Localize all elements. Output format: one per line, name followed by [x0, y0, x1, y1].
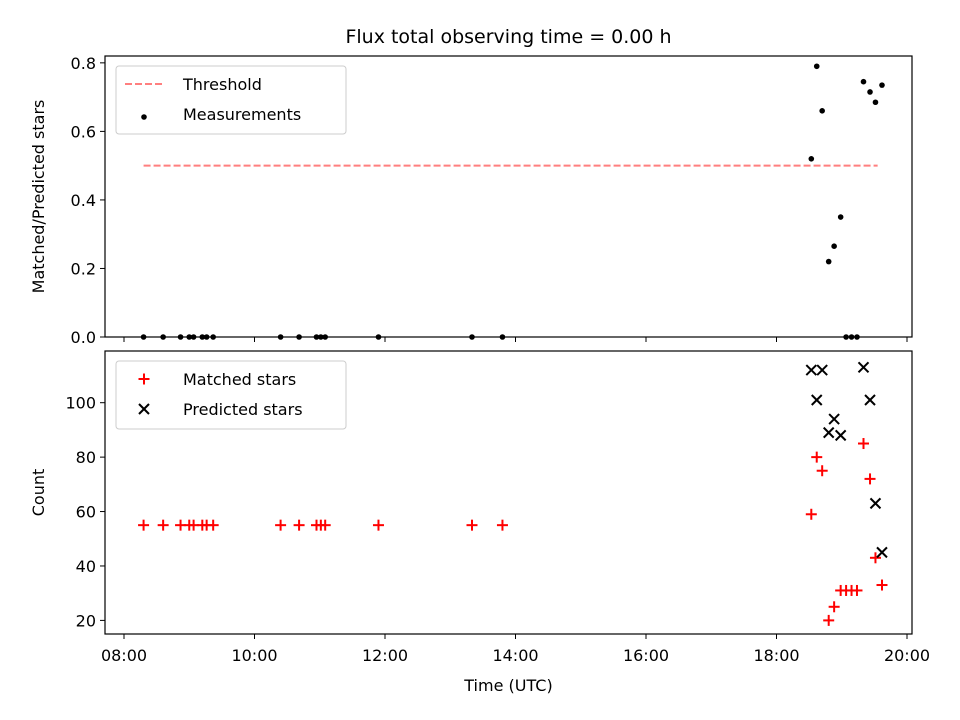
- measurement-point: [837, 214, 844, 220]
- axes-frame: [104, 55, 913, 338]
- matched-stars-point: [372, 519, 384, 531]
- matched-stars-point: [851, 584, 863, 596]
- legend-box: [115, 360, 347, 430]
- y-tick-label: 100: [65, 394, 96, 413]
- y-tick-label: 40: [76, 557, 96, 576]
- x-tick-label: 14:00: [492, 646, 538, 665]
- x-tick-label: 20:00: [884, 646, 930, 665]
- chart-title: Flux total observing time = 0.00 h: [345, 26, 671, 48]
- measurement-point: [825, 258, 832, 265]
- x-tick-label: 10:00: [231, 646, 277, 665]
- matched-stars-point: [275, 519, 287, 531]
- measurement-point: [808, 156, 815, 162]
- x-axis-label: Time (UTC): [463, 676, 552, 695]
- predicted-stars-point: [857, 361, 870, 374]
- matched-stars-point: [293, 519, 305, 531]
- legend-entry: Threshold: [125, 75, 262, 94]
- matched-stars-point: [319, 519, 331, 531]
- y-tick-label: 60: [76, 503, 96, 522]
- predicted-stars-point: [816, 364, 828, 376]
- legend-swatch: [141, 114, 147, 120]
- series-dot: [140, 63, 885, 340]
- measurement-point: [813, 63, 820, 70]
- measurement-point: [819, 108, 825, 114]
- legend-label: Matched stars: [183, 370, 296, 389]
- legend-entry: Measurements: [141, 105, 301, 124]
- legend-box: [115, 65, 347, 135]
- y-tick-label: 0.0: [71, 328, 96, 347]
- predicted-stars-point: [869, 497, 882, 510]
- matched-stars-point: [496, 519, 508, 531]
- x-tick-label: 18:00: [753, 646, 799, 665]
- predicted-stars-point: [822, 426, 835, 439]
- measurement-point: [867, 89, 873, 95]
- predicted-stars-point: [811, 394, 823, 406]
- predicted-stars-point: [876, 546, 888, 559]
- top-panel: 0.0 0.2 0.4 0.6 0.8 Matched/Predicted stars Fl…: [29, 26, 913, 347]
- matched-stars-point: [858, 438, 869, 450]
- matched-stars-point: [157, 519, 169, 531]
- legend-label: Measurements: [183, 105, 301, 124]
- y-tick-label: 0.8: [71, 54, 96, 73]
- matched-stars-point: [466, 519, 478, 531]
- legend: Matched stars Predicted stars: [115, 360, 347, 430]
- legend: Threshold Measurements: [115, 65, 347, 135]
- legend-swatch: [138, 403, 150, 415]
- bottom-panel: 20 40 60 80 100 08:00 10:00 12:00 14:00 16:00 18:0…: [29, 350, 930, 695]
- predicted-stars-point: [834, 429, 847, 442]
- y-tick-label: 0.4: [71, 191, 96, 210]
- series-x: [805, 361, 888, 559]
- measurement-point: [879, 82, 885, 88]
- y-tick-label: 80: [76, 448, 96, 467]
- legend-swatch: [138, 373, 150, 385]
- matched-stars-point: [864, 473, 876, 485]
- y-tick-label: 20: [76, 611, 96, 630]
- matched-stars-point: [816, 465, 828, 477]
- matched-stars-point: [823, 614, 835, 626]
- measurement-point: [872, 99, 879, 106]
- measurement-point: [831, 243, 837, 249]
- x-tick-label: 12:00: [362, 646, 408, 665]
- y-tick-label: 0.2: [71, 259, 96, 278]
- legend-entry: Matched stars: [138, 370, 296, 389]
- measurement-point: [860, 78, 867, 85]
- y-axis-label: Matched/Predicted stars: [29, 100, 48, 294]
- matched-stars-point: [138, 519, 150, 531]
- predicted-stars-point: [805, 364, 818, 376]
- matched-stars-point: [828, 601, 840, 613]
- y-axis-label: Count: [29, 469, 48, 517]
- predicted-stars-point: [828, 413, 840, 425]
- x-tick-label: 16:00: [623, 646, 669, 665]
- x-tick-label: 08:00: [101, 646, 147, 665]
- matched-stars-point: [869, 552, 881, 564]
- series-plus: [138, 438, 888, 626]
- y-tick-label: 0.6: [71, 122, 96, 141]
- matched-stars-point: [876, 579, 888, 591]
- matched-stars-point: [805, 508, 817, 520]
- predicted-stars-point: [864, 394, 876, 406]
- legend-label: Predicted stars: [183, 400, 303, 419]
- matched-stars-point: [811, 451, 823, 463]
- matched-stars-point: [207, 519, 219, 531]
- legend-entry: Predicted stars: [138, 400, 303, 419]
- axes-frame: [104, 350, 913, 635]
- legend-label: Threshold: [182, 75, 262, 94]
